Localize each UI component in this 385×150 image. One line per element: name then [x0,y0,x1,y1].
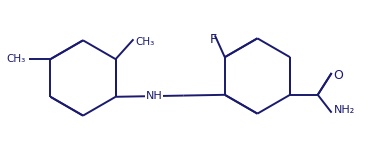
Text: F: F [209,33,216,46]
Text: CH₃: CH₃ [7,54,26,64]
Text: NH: NH [146,91,162,101]
Text: CH₃: CH₃ [136,37,155,47]
Text: NH₂: NH₂ [333,105,355,115]
Text: O: O [333,69,343,82]
